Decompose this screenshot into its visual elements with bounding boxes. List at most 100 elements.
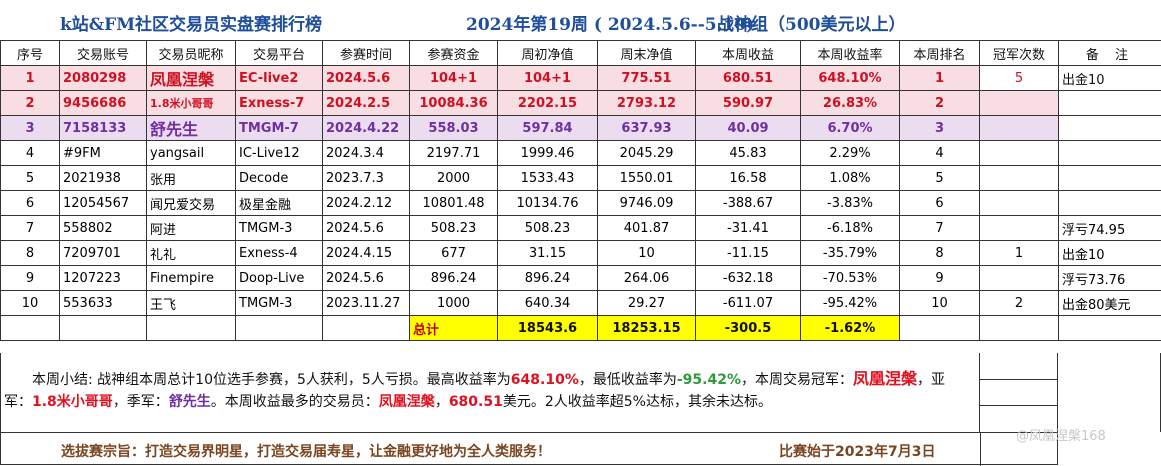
cell-start: 597.84 [498, 116, 598, 141]
cell-end: 2045.29 [598, 141, 696, 166]
cell-platform: Exness-7 [236, 91, 323, 116]
cell-note: 出金10 [1059, 241, 1161, 266]
cell-no: 4 [1, 141, 60, 166]
header-cell: 交易账号 [60, 41, 147, 66]
cell-date: 2024.2.5 [323, 91, 410, 116]
cell-account: 1207223 [60, 266, 147, 291]
summary-worst-rate: -95.42% [677, 372, 741, 388]
table-row: 6 12054567 闻兄爱交易 极星金融 2024.2.12 10801.48… [1, 191, 1161, 216]
cell-platform: IC-Live12 [236, 141, 323, 166]
cell-account: 2021938 [60, 166, 147, 191]
cell-rank: 7 [900, 216, 980, 241]
cell-rank: 3 [900, 116, 980, 141]
header-cell: 本周收益 [696, 41, 801, 66]
cell-end: 10 [598, 241, 696, 266]
summary-text: 美元。2人收益率超5%达标，其余未达标。 [503, 394, 772, 410]
total-rate: -1.62% [801, 316, 900, 341]
cell-rate: -3.83% [801, 191, 900, 216]
cell-no: 2 [1, 91, 60, 116]
cell-date: 2024.5.6 [323, 66, 410, 91]
cell-rank: 4 [900, 141, 980, 166]
cell-date: 2024.2.12 [323, 191, 410, 216]
cell-date: 2023.7.3 [323, 166, 410, 191]
title-main: k站&FM社区交易员实盘赛排行榜 [60, 10, 322, 35]
empty-cell [1, 316, 60, 341]
grid-line [979, 379, 1058, 380]
cell-platform: EC-live2 [236, 66, 323, 91]
total-label: 总计 [410, 316, 498, 341]
cell-rank: 10 [900, 291, 980, 316]
header-cell: 序号 [1, 41, 60, 66]
table-row: 9 1207223 Finempire Doop-Live 2024.5.6 8… [1, 266, 1161, 291]
cell-date: 2024.4.22 [323, 116, 410, 141]
cell-platform: Exness-4 [236, 241, 323, 266]
cell-no: 7 [1, 216, 60, 241]
header-cell: 本周收益率 [801, 41, 900, 66]
cell-account: 7209701 [60, 241, 147, 266]
table-row: 3 7158133 舒先生 TMGM-7 2024.4.22 558.03 59… [1, 116, 1161, 141]
cell-end: 775.51 [598, 66, 696, 91]
cell-account: 9456686 [60, 91, 147, 116]
cell-nickname: 阿进 [147, 216, 236, 241]
summary-text: 本周小结: 战神组本周总计10位选手参赛，5人获利，5人亏损。最高收益率为 [32, 372, 511, 388]
summary-top-profit: 680.51 [449, 394, 503, 410]
empty-cell [980, 316, 1059, 341]
cell-champions [980, 116, 1059, 141]
cell-profit: 680.51 [696, 66, 801, 91]
cell-rate: -70.53% [801, 266, 900, 291]
cell-date: 2024.5.6 [323, 266, 410, 291]
summary-runner-up: 1.8米小哥哥 [32, 394, 113, 410]
weekly-summary: 本周小结: 战神组本周总计10位选手参赛，5人获利，5人亏损。最高收益率为648… [4, 368, 972, 413]
cell-end: 9746.09 [598, 191, 696, 216]
table-row: 2 9456686 1.8米小哥哥 Exness-7 2024.2.5 1008… [1, 91, 1161, 116]
cell-platform: TMGM-7 [236, 116, 323, 141]
title-week: 2024年第19周 ( 2024.5.6--5.10) [466, 10, 754, 35]
cell-rate: -95.42% [801, 291, 900, 316]
total-row: 总计 18543.6 18253.15 -300.5 -1.62% [1, 316, 1161, 341]
cell-date: 2023.11.27 [323, 291, 410, 316]
header-cell: 备 注 [1059, 41, 1161, 66]
cell-no: 3 [1, 116, 60, 141]
cell-rate: 648.10% [801, 66, 900, 91]
cell-capital: 104+1 [410, 66, 498, 91]
cell-champions [980, 216, 1059, 241]
cell-nickname: yangsail [147, 141, 236, 166]
grid-line [980, 433, 981, 466]
grid-line [979, 405, 1058, 406]
header-cell: 冠军次数 [980, 41, 1059, 66]
cell-profit: 40.09 [696, 116, 801, 141]
total-end: 18253.15 [598, 316, 696, 341]
header-cell: 参赛资金 [410, 41, 498, 66]
cell-account: 558802 [60, 216, 147, 241]
cell-note [1059, 191, 1161, 216]
cell-start: 1533.43 [498, 166, 598, 191]
summary-best-rate: 648.10% [511, 372, 579, 388]
cell-start: 896.24 [498, 266, 598, 291]
table-row: 4 #9FM yangsail IC-Live12 2024.3.4 2197.… [1, 141, 1161, 166]
cell-start: 640.34 [498, 291, 598, 316]
cell-date: 2024.4.15 [323, 241, 410, 266]
cell-rate: -35.79% [801, 241, 900, 266]
header-cell: 参赛时间 [323, 41, 410, 66]
cell-end: 2793.12 [598, 91, 696, 116]
empty-cell [1059, 316, 1161, 341]
cell-capital: 677 [410, 241, 498, 266]
empty-cell [323, 316, 410, 341]
summary-side-column-2 [1058, 353, 1161, 432]
empty-cell [147, 316, 236, 341]
cell-rank: 8 [900, 241, 980, 266]
empty-cell [900, 316, 980, 341]
table-row: 10 553633 王飞 TMGM-3 2023.11.27 1000 640.… [1, 291, 1161, 316]
cell-champions: 2 [980, 291, 1059, 316]
cell-nickname: 1.8米小哥哥 [147, 91, 236, 116]
total-start: 18543.6 [498, 316, 598, 341]
cell-rank: 6 [900, 191, 980, 216]
cell-capital: 558.03 [410, 116, 498, 141]
cell-date: 2024.3.4 [323, 141, 410, 166]
summary-champion: 凤凰涅槃 [853, 369, 917, 388]
header-cell: 本周排名 [900, 41, 980, 66]
header-cell: 周末净值 [598, 41, 696, 66]
cell-start: 1999.46 [498, 141, 598, 166]
total-profit: -300.5 [696, 316, 801, 341]
cell-note [1059, 166, 1161, 191]
